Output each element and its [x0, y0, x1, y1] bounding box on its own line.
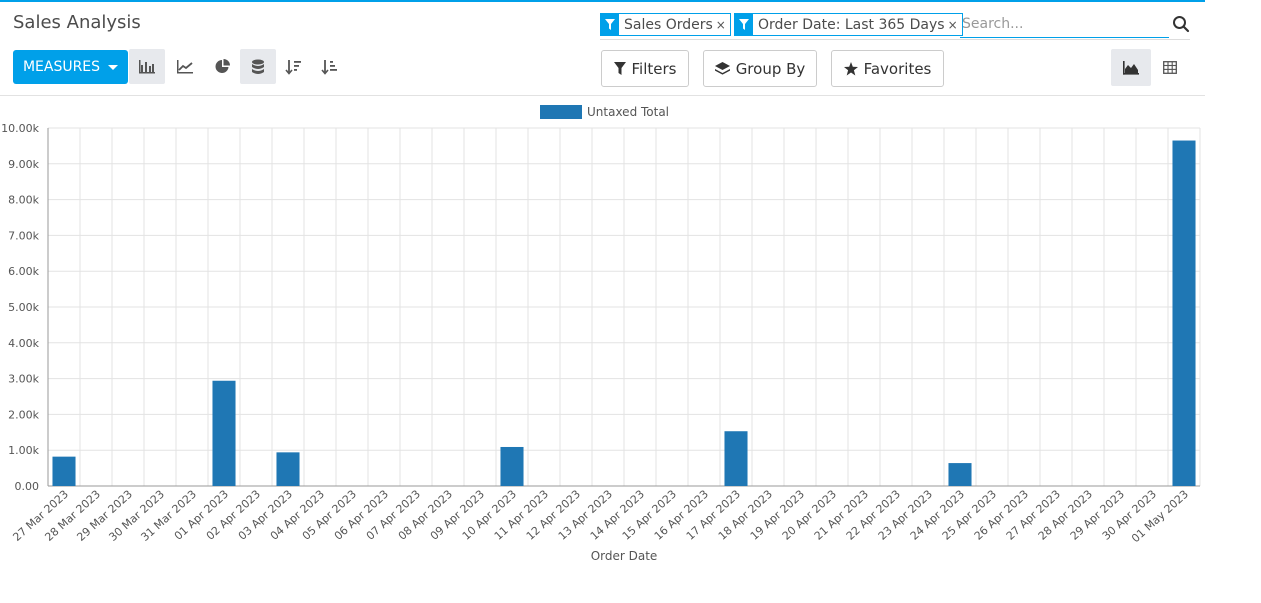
page-title: Sales Analysis [13, 12, 141, 33]
favorites-label: Favorites [863, 59, 932, 78]
area-chart-icon [1123, 60, 1139, 75]
bar-chart-button[interactable] [129, 49, 165, 84]
search-bar: Sales Orders × Order Date: Last 365 Days… [600, 11, 1190, 40]
bar [500, 446, 524, 486]
bar [948, 463, 972, 486]
sort-descending-button[interactable] [275, 49, 311, 84]
x-tick-label: 01 May 2023 [1129, 488, 1191, 546]
y-tick-label: 7.00k [8, 229, 39, 242]
measures-button[interactable]: MEASURES [13, 50, 128, 84]
filter-icon [601, 14, 619, 35]
search-input[interactable] [960, 11, 1169, 38]
y-tick-label: 2.00k [8, 408, 39, 421]
search-icon[interactable] [1172, 15, 1190, 33]
caret-down-icon [108, 64, 119, 70]
y-tick-label: 1.00k [8, 444, 39, 457]
y-tick-label: 4.00k [8, 337, 39, 350]
y-tick-label: 10.00k [1, 122, 39, 135]
filters-label: Filters [631, 59, 677, 78]
pie-chart-icon [215, 59, 230, 73]
group-by-label: Group By [735, 59, 806, 78]
facet-order-date: Order Date: Last 365 Days × [734, 13, 963, 36]
facet-label: Sales Orders [624, 16, 713, 33]
y-tick-label: 6.00k [8, 265, 39, 278]
graph-view-button[interactable] [1111, 49, 1151, 86]
y-tick-label: 5.00k [8, 301, 39, 314]
layers-icon [714, 61, 730, 75]
legend-label: Untaxed Total [587, 105, 669, 119]
y-tick-label: 8.00k [8, 194, 39, 207]
app-window: Sales Analysis Sales Orders × Order Date… [0, 0, 1205, 563]
star-icon [843, 61, 858, 75]
pie-chart-button[interactable] [204, 49, 240, 84]
database-icon [252, 59, 264, 74]
bar [724, 431, 748, 486]
x-axis-label: Order Date [591, 549, 658, 563]
y-tick-label: 0.00 [15, 480, 40, 493]
facet-remove-icon[interactable]: × [947, 17, 958, 32]
y-tick-label: 9.00k [8, 158, 39, 171]
facet-label: Order Date: Last 365 Days [758, 16, 945, 33]
toolbar-divider [0, 95, 1205, 96]
table-icon [1163, 61, 1177, 74]
bar [276, 452, 300, 486]
measures-label: MEASURES [22, 59, 101, 75]
facet-remove-icon[interactable]: × [715, 17, 726, 32]
sort-ascending-button[interactable] [311, 49, 347, 84]
bar [212, 380, 236, 486]
group-by-button[interactable]: Group By [703, 50, 817, 87]
bar-chart: 0.00 1.00k 2.00k 3.00k 4.00k 5.00k 6.00k 7.00k 8… [1, 105, 1201, 563]
sort-ascending-icon [321, 59, 337, 75]
bar [52, 456, 76, 486]
line-chart-button[interactable] [167, 49, 203, 84]
filter-icon [613, 62, 626, 75]
bar [1172, 140, 1196, 486]
filters-button[interactable]: Filters [601, 50, 689, 87]
legend-swatch [540, 105, 582, 119]
y-tick-label: 3.00k [8, 373, 39, 386]
line-chart-icon [177, 59, 193, 73]
filter-icon [735, 14, 753, 35]
facet-sales-orders: Sales Orders × [600, 13, 731, 36]
favorites-button[interactable]: Favorites [831, 50, 944, 87]
sort-descending-icon [285, 59, 301, 75]
pivot-view-button[interactable] [1151, 49, 1189, 86]
bar-chart-icon [139, 59, 155, 73]
stacked-button[interactable] [240, 49, 276, 84]
